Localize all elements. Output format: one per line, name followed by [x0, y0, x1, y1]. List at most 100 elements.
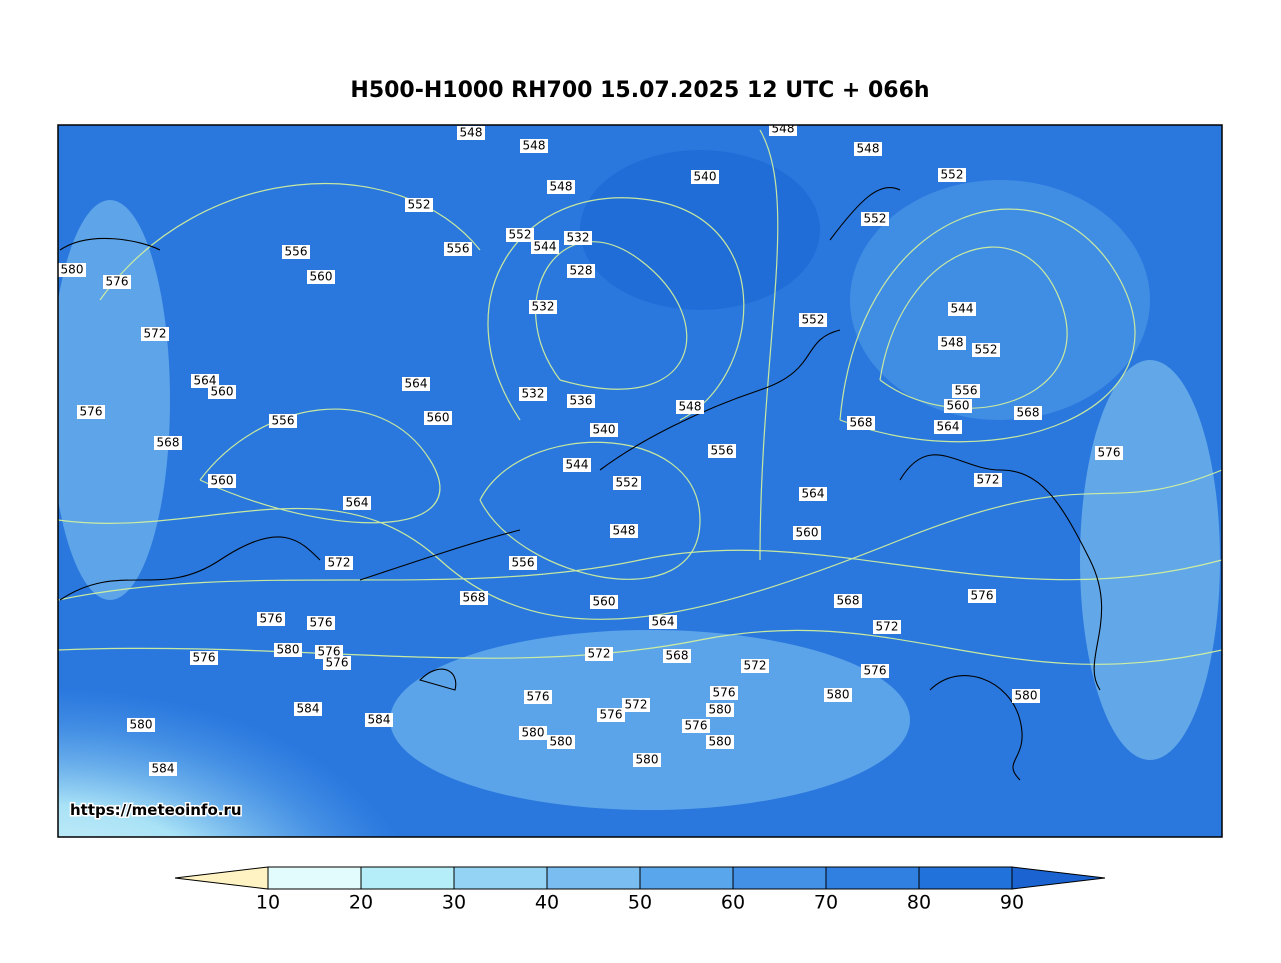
- contour-label: 564: [802, 487, 825, 501]
- contour-label-box: [948, 302, 976, 316]
- contour-label-box: [567, 264, 595, 278]
- contour-label-box: [1014, 406, 1042, 420]
- contour-label-box: [938, 336, 966, 350]
- contour-label: 540: [593, 423, 616, 437]
- contour-label: 576: [260, 612, 283, 626]
- contour-label-box: [1012, 689, 1040, 703]
- contour-label-box: [208, 385, 236, 399]
- contour-label-box: [613, 476, 641, 490]
- contour-label-box: [706, 735, 734, 749]
- contour-label: 576: [527, 690, 550, 704]
- contour-label: 560: [796, 526, 819, 540]
- contour-label-box: [547, 735, 575, 749]
- contour-label: 560: [310, 270, 333, 284]
- contour-label-box: [944, 399, 972, 413]
- contour-label-box: [708, 444, 736, 458]
- contour-label-box: [861, 664, 889, 678]
- contour-label: 552: [616, 476, 639, 490]
- contour-label: 536: [570, 394, 593, 408]
- contour-label: 576: [685, 719, 708, 733]
- contour-label: 548: [679, 400, 702, 414]
- contour-label: 564: [652, 615, 675, 629]
- colorbar-bin: [267, 866, 362, 890]
- contour-label-box: [585, 647, 613, 661]
- contour-label: 580: [636, 753, 659, 767]
- contour-label-box: [622, 698, 650, 712]
- contour-label: 580: [709, 735, 732, 749]
- contour-label: 552: [408, 198, 431, 212]
- contour-label: 560: [427, 411, 450, 425]
- contour-label-box: [315, 645, 343, 659]
- contour-label: 552: [509, 228, 532, 242]
- contour-label: 568: [157, 436, 180, 450]
- contour-label: 556: [272, 414, 295, 428]
- contour-label: 552: [864, 212, 887, 226]
- contour-label-box: [610, 524, 638, 538]
- contour-label-box: [952, 384, 980, 398]
- contour-label-box: [524, 690, 552, 704]
- contour-label-box: [520, 139, 548, 153]
- contour-label-box: [405, 198, 433, 212]
- contour-label-box: [710, 686, 738, 700]
- contour-label: 568: [463, 591, 486, 605]
- contour-label: 548: [772, 122, 795, 136]
- contour-label: 580: [61, 263, 84, 277]
- contour-label: 548: [613, 524, 636, 538]
- colorbar-under: [174, 866, 269, 890]
- contour-label: 576: [193, 651, 216, 665]
- contour-label-box: [103, 275, 131, 289]
- contour-label-box: [191, 374, 219, 388]
- contour-label: 556: [447, 242, 470, 256]
- map-frame: [57, 124, 1223, 838]
- contour-label-box: [682, 719, 710, 733]
- contour-label: 572: [328, 556, 351, 570]
- contour-label-box: [509, 556, 537, 570]
- moist-region: [1080, 360, 1220, 760]
- contour-label-box: [567, 394, 595, 408]
- contour-label: 568: [666, 649, 689, 663]
- contour-label-box: [402, 377, 430, 391]
- contour-label: 556: [711, 444, 734, 458]
- contour-label-box: [141, 327, 169, 341]
- contour-label-box: [529, 300, 557, 314]
- contour-label-box: [457, 126, 485, 140]
- contour-label-box: [597, 708, 625, 722]
- contour-label: 548: [857, 142, 880, 156]
- contour-label-box: [741, 659, 769, 673]
- contour-label-box: [769, 125, 797, 136]
- colorbar-tick-label: 60: [721, 892, 745, 914]
- colorbar-tick-label: 50: [628, 892, 652, 914]
- colorbar-tick-label: 30: [442, 892, 466, 914]
- contour-label: 568: [1017, 406, 1040, 420]
- contour-label: 564: [405, 377, 428, 391]
- colorbar-bin: [918, 866, 1013, 890]
- colorbar-bin: [360, 866, 455, 890]
- contour-label-box: [590, 595, 618, 609]
- contours: [58, 129, 1222, 665]
- contour-label-box: [563, 458, 591, 472]
- contour-label: 552: [975, 343, 998, 357]
- contour-label: 580: [277, 643, 300, 657]
- contour-label: 576: [318, 645, 341, 659]
- contour-label-box: [444, 242, 472, 256]
- contour-label-box: [154, 436, 182, 450]
- contour-label: 560: [947, 399, 970, 413]
- contour-label-box: [58, 263, 86, 277]
- contour-label: 572: [744, 659, 767, 673]
- contour-label: 552: [941, 168, 964, 182]
- contour-label-box: [257, 612, 285, 626]
- contour-label: 572: [977, 473, 1000, 487]
- contour-label: 568: [850, 416, 873, 430]
- contour-label-box: [506, 228, 534, 242]
- contour-label: 576: [713, 686, 736, 700]
- colorbar: 10 20 30 40 50 60 70 80 90: [174, 866, 1106, 914]
- contour-label-box: [934, 420, 962, 434]
- contour-label-box: [274, 643, 302, 657]
- contour-label-box: [824, 688, 852, 702]
- colorbar-tick-label: 80: [907, 892, 931, 914]
- contour-label-box: [294, 702, 322, 716]
- contour-label-box: [519, 387, 547, 401]
- contour-label-box: [706, 703, 734, 717]
- colorbar-bin: [732, 866, 827, 890]
- colorbar-tick-label: 40: [535, 892, 559, 914]
